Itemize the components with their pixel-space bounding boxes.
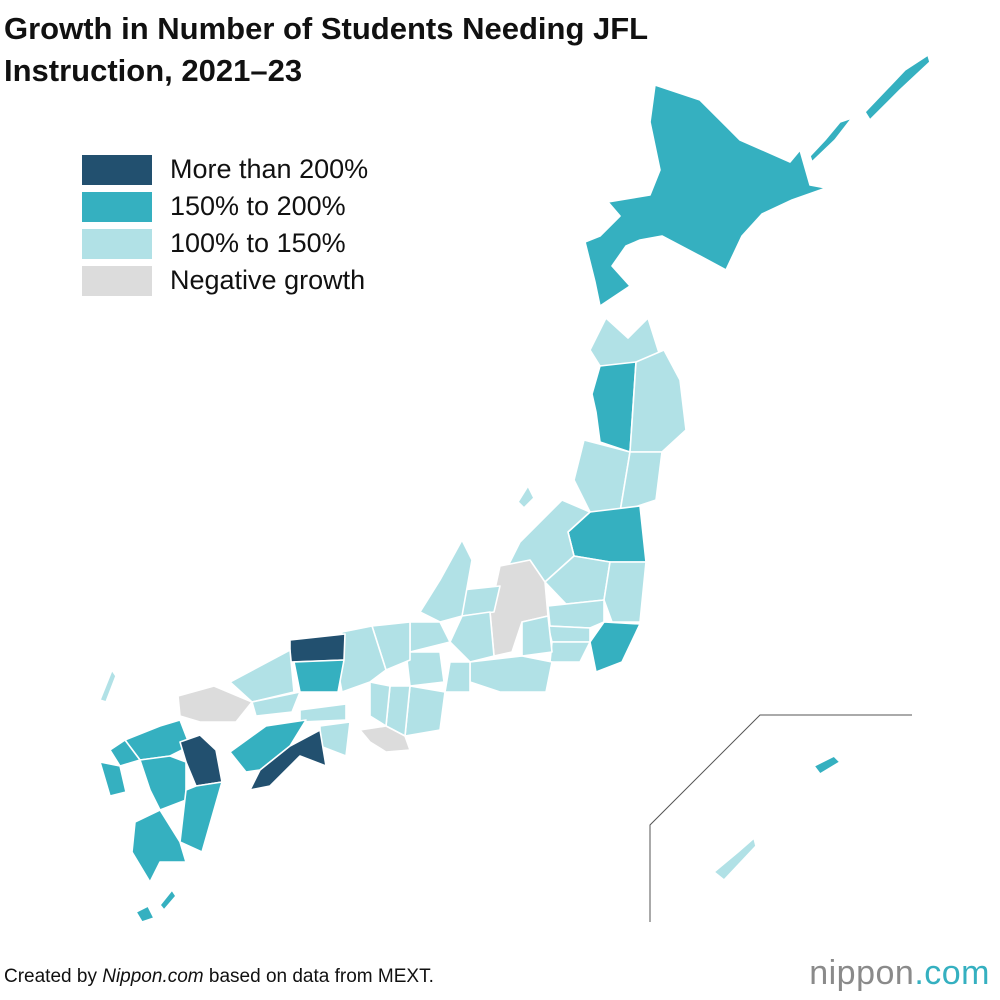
prefecture: [547, 625, 591, 643]
legend-label: 100% to 150%: [170, 228, 346, 258]
prefecture: [159, 889, 177, 911]
prefecture: [864, 54, 931, 121]
prefecture: [449, 611, 495, 663]
logo: nippon.com: [809, 954, 990, 993]
prefecture: [409, 621, 451, 653]
prefectures: [99, 54, 931, 923]
prefecture: [547, 599, 605, 629]
legend-label: 150% to 200%: [170, 191, 346, 221]
title-line: Growth in Number of Students Needing JFL: [4, 11, 649, 46]
prefecture: [517, 485, 535, 509]
title-line: Instruction, 2021–23: [4, 53, 303, 88]
prefecture: [629, 349, 687, 453]
prefecture: [461, 585, 501, 617]
prefecture: [369, 681, 391, 727]
legend-label: Negative growth: [170, 265, 365, 295]
prefecture: [251, 691, 301, 717]
prefecture: [99, 761, 127, 797]
prefecture: [179, 781, 223, 853]
prefecture: [299, 703, 347, 723]
legend-swatch: [82, 192, 152, 222]
prefecture: [229, 649, 295, 703]
prefecture: [809, 117, 853, 163]
legend: More than 200% 150% to 200% 100% to 150% Ne…: [82, 154, 368, 296]
prefecture: [139, 755, 187, 811]
prefecture: [584, 84, 827, 307]
prefecture: [713, 837, 757, 881]
legend-swatch: [82, 155, 152, 185]
prefecture: [603, 561, 647, 623]
prefecture: [293, 659, 345, 693]
prefecture: [591, 361, 637, 453]
title: Growth in Number of Students Needing JFL…: [4, 8, 648, 92]
prefecture: [444, 661, 471, 693]
logo-text: .com: [914, 954, 990, 992]
prefecture: [289, 633, 346, 663]
prefecture: [319, 721, 351, 757]
prefecture: [549, 641, 591, 663]
prefecture: [813, 755, 841, 775]
prefecture: [177, 685, 253, 723]
prefecture: [589, 621, 641, 673]
legend-swatch: [82, 266, 152, 296]
legend-label: More than 200%: [170, 154, 368, 184]
logo-text: nippon: [809, 954, 915, 992]
prefecture: [249, 729, 327, 791]
source-note: Created by Nippon.com based on data from…: [4, 966, 434, 988]
prefecture: [131, 809, 187, 883]
prefecture: [405, 651, 445, 687]
prefecture: [359, 725, 411, 753]
legend-swatch: [82, 229, 152, 259]
prefecture: [135, 905, 155, 923]
prefecture: [99, 669, 117, 703]
inset-frame: [649, 714, 912, 922]
source-text: Created by: [4, 966, 103, 987]
source-text: based on data from MEXT.: [203, 966, 434, 987]
prefecture: [521, 615, 553, 657]
prefecture: [619, 451, 663, 513]
source-text: Nippon.com: [102, 966, 204, 987]
prefecture: [469, 655, 553, 693]
prefecture: [404, 685, 446, 737]
